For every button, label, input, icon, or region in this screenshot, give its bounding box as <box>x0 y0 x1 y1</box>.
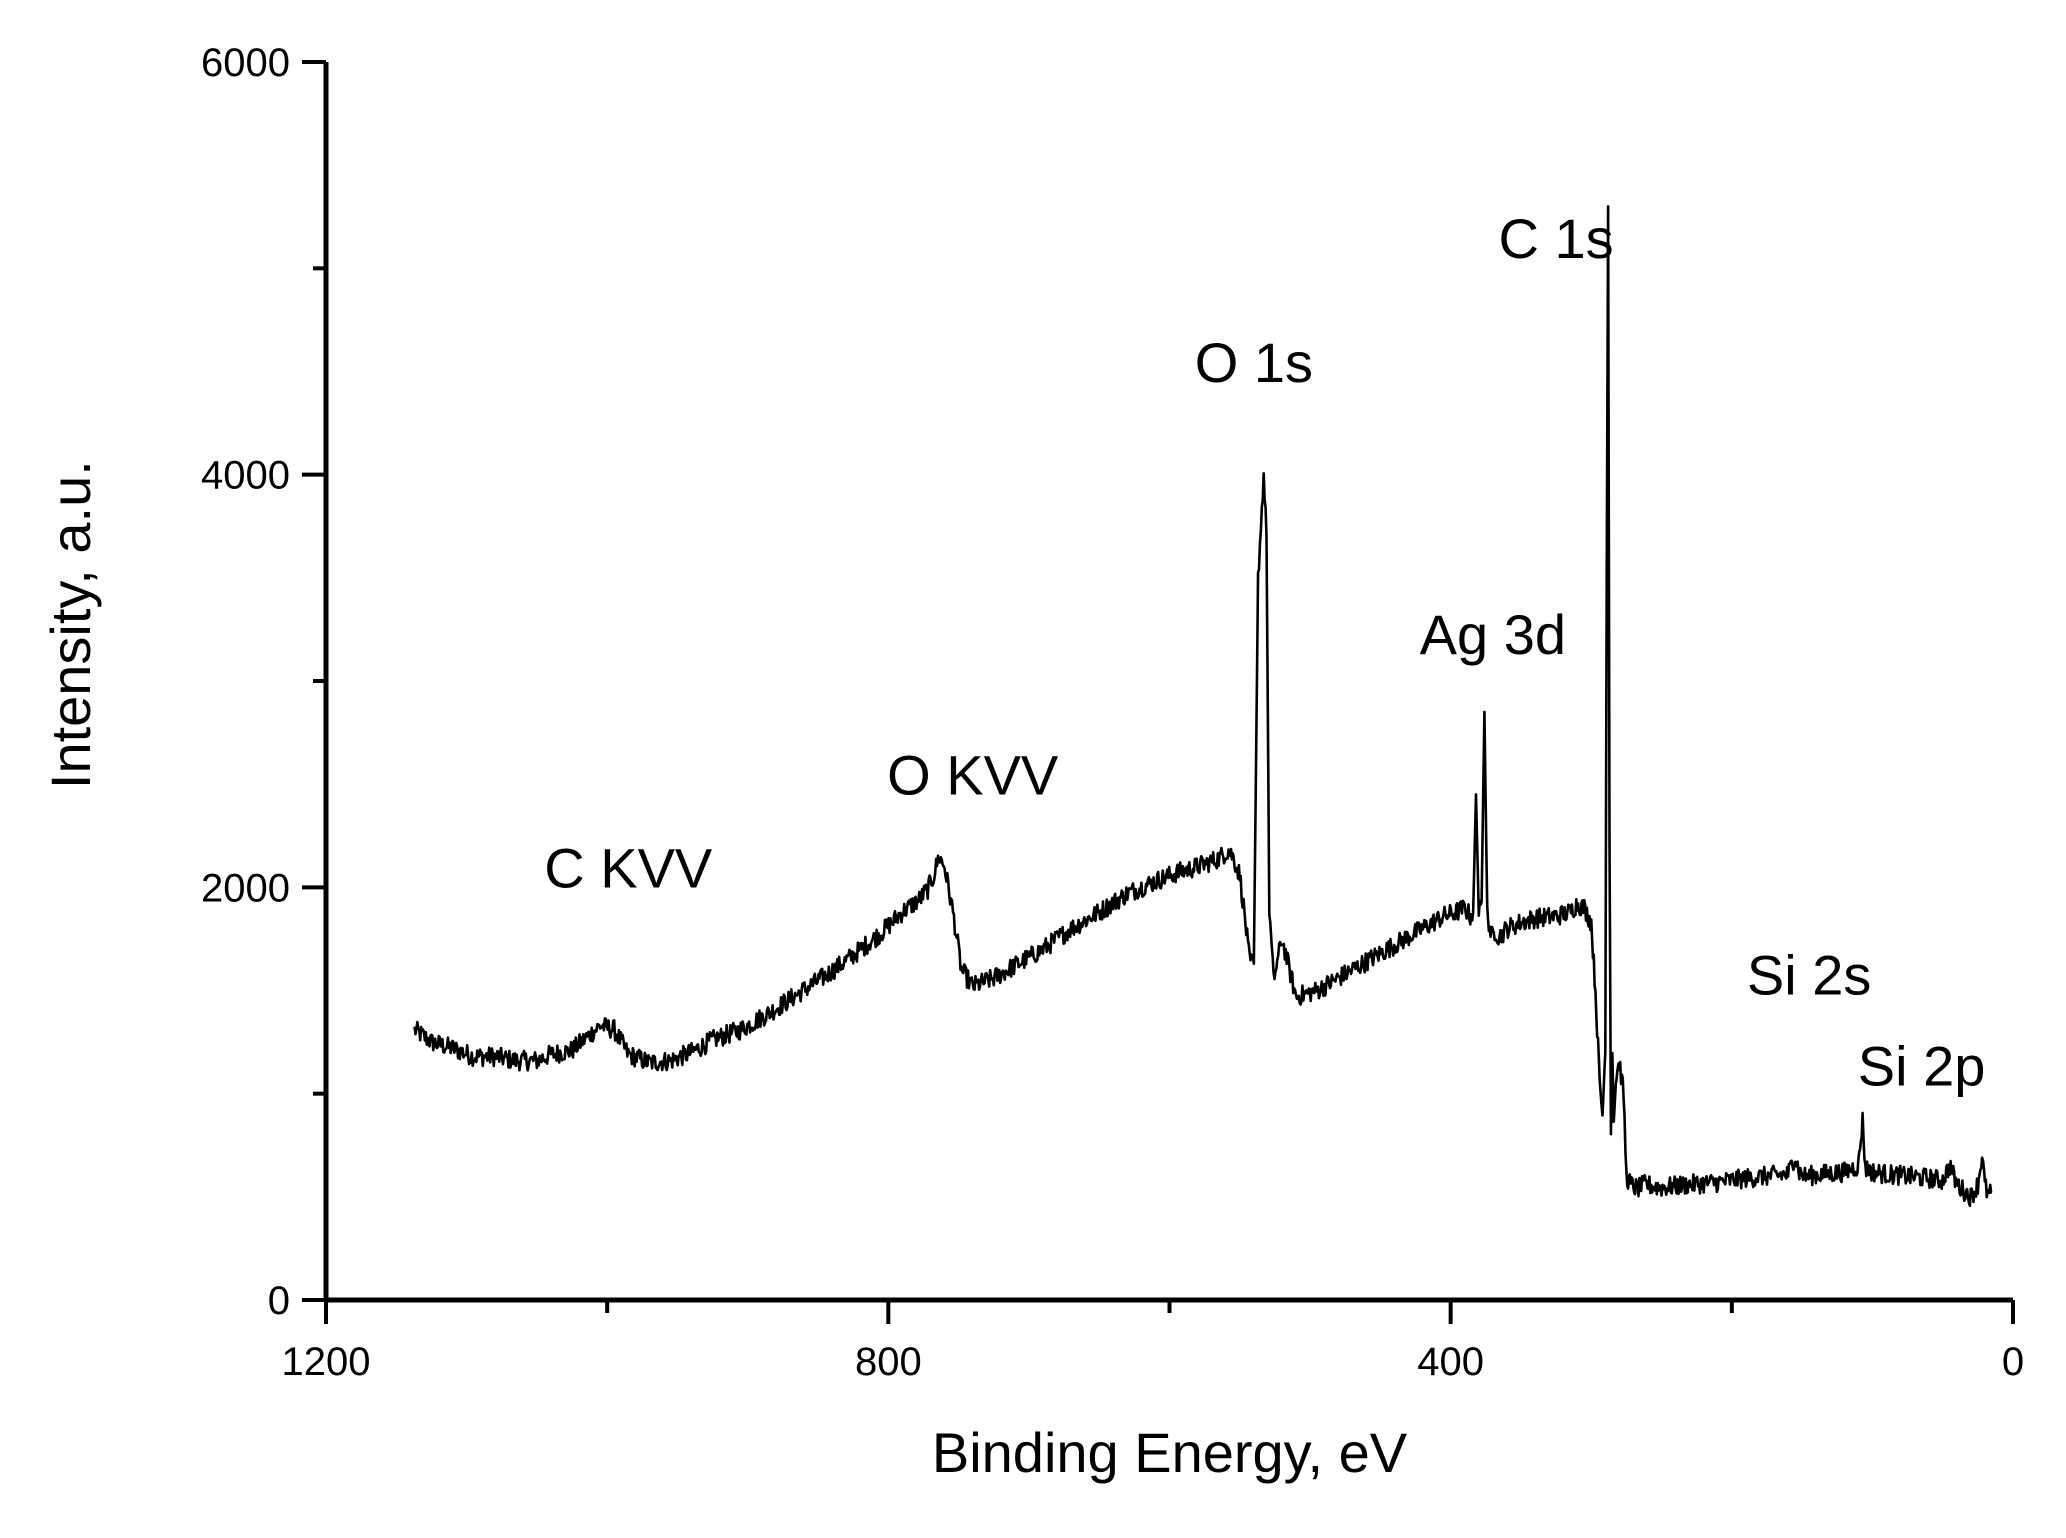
peak-label: C KVV <box>544 836 713 899</box>
peak-label: O KVV <box>887 743 1059 806</box>
series-line <box>413 205 1993 1208</box>
x-tick-label: 800 <box>855 1340 922 1384</box>
x-tick-label: 1200 <box>282 1340 371 1384</box>
x-axis-title: Binding Energy, eV <box>932 1421 1408 1484</box>
y-tick-label: 4000 <box>201 454 290 498</box>
series-layer <box>413 205 1993 1208</box>
y-tick-label: 2000 <box>201 866 290 910</box>
peak-label: Ag 3d <box>1420 603 1566 666</box>
peak-label: O 1s <box>1195 331 1313 394</box>
peak-label: C 1s <box>1499 207 1614 270</box>
y-axis-title: Intensity, a.u. <box>39 460 102 789</box>
peak-label: Si 2p <box>1858 1034 1986 1097</box>
peak-annotations: C KVV O KVV O 1s C 1s Ag 3d Si 2s Si 2p <box>544 207 1985 1097</box>
peak-label: Si 2s <box>1747 944 1872 1007</box>
y-tick-label: 6000 <box>201 41 290 85</box>
x-tick-label: 0 <box>2002 1340 2024 1384</box>
y-tick-label: 0 <box>268 1279 290 1323</box>
x-tick-label: 400 <box>1417 1340 1484 1384</box>
x-axis-ticks: 1200 800 400 0 <box>282 1300 2024 1384</box>
y-axis-ticks: 0 2000 4000 6000 <box>201 41 326 1323</box>
